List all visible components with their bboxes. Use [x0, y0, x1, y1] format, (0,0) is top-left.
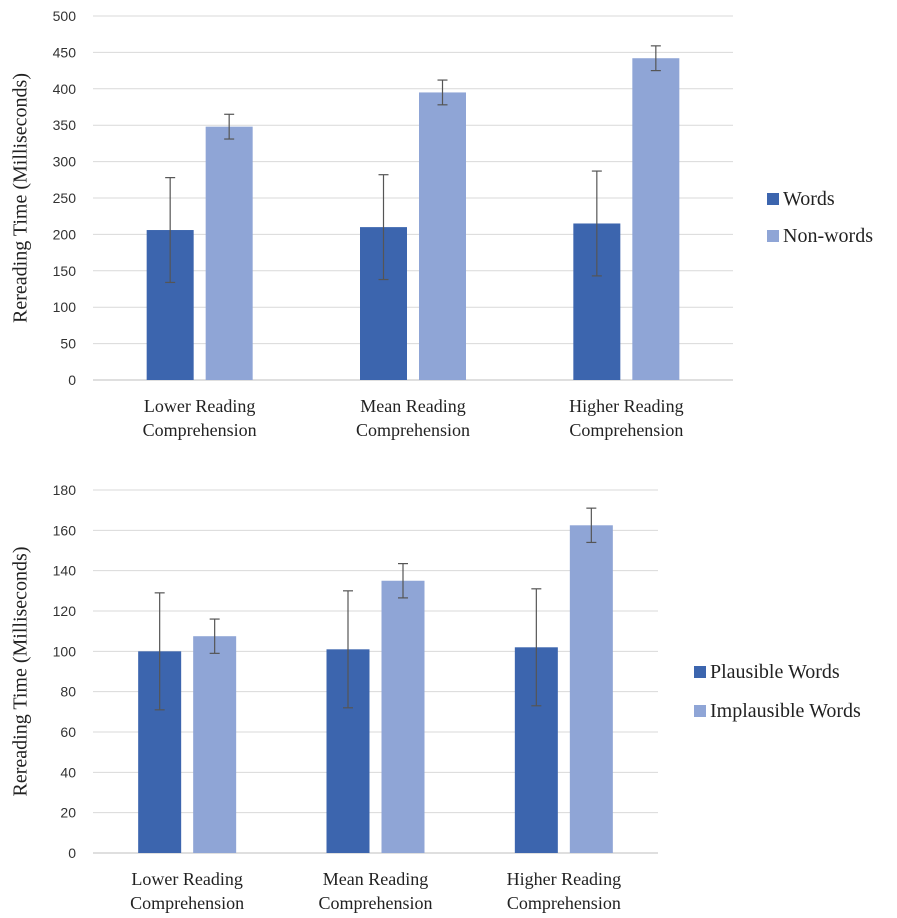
- legend-label: Implausible Words: [710, 700, 861, 722]
- y-tick-label: 60: [60, 724, 76, 740]
- y-tick-label: 0: [68, 845, 76, 861]
- x-tick-label: Higher Reading: [507, 869, 621, 889]
- y-tick-label: 160: [53, 522, 77, 538]
- x-tick-label: Mean Reading: [360, 396, 465, 416]
- y-tick-label: 140: [53, 563, 77, 579]
- legend-swatch: [694, 666, 706, 678]
- bar-implausible-words: [193, 636, 237, 853]
- y-tick-label: 450: [53, 44, 77, 60]
- y-tick-label: 180: [53, 482, 77, 498]
- legend-swatch: [767, 230, 779, 242]
- x-tick-label: Comprehension: [507, 893, 621, 913]
- bar-non-words: [632, 58, 680, 380]
- x-tick-label: Comprehension: [356, 420, 470, 440]
- legend-swatch: [694, 705, 706, 717]
- y-tick-label: 500: [53, 8, 77, 24]
- bar-non-words: [419, 92, 466, 380]
- legend-label: Plausible Words: [710, 661, 840, 683]
- y-axis-label: Rereading Time (Milliseconds): [10, 547, 32, 797]
- legend-label: Words: [783, 188, 835, 210]
- y-tick-label: 100: [53, 299, 77, 315]
- y-tick-label: 0: [68, 372, 76, 388]
- y-tick-label: 120: [53, 603, 77, 619]
- legend-label: Non-words: [783, 225, 873, 247]
- x-tick-label: Comprehension: [569, 420, 683, 440]
- legend-swatch: [767, 193, 779, 205]
- bar-implausible-words: [381, 580, 425, 853]
- x-tick-label: Lower Reading: [144, 396, 255, 416]
- y-axis-label: Rereading Time (Milliseconds): [10, 73, 32, 323]
- x-tick-label: Mean Reading: [323, 869, 428, 889]
- y-tick-label: 150: [53, 263, 77, 279]
- y-tick-label: 20: [60, 805, 76, 821]
- x-tick-label: Lower Reading: [131, 869, 242, 889]
- y-tick-label: 100: [53, 643, 77, 659]
- chart-2: 0 20 40 60 80 100 120 140 160 180 Rereading Time (…: [10, 482, 861, 913]
- x-tick-label: Comprehension: [143, 420, 257, 440]
- y-tick-label: 40: [60, 764, 76, 780]
- y-tick-label: 250: [53, 190, 77, 206]
- x-tick-label: Comprehension: [130, 893, 244, 913]
- bar-implausible-words: [569, 525, 613, 853]
- y-tick-label: 400: [53, 81, 77, 97]
- y-tick-label: 80: [60, 684, 76, 700]
- y-tick-label: 300: [53, 154, 77, 170]
- bar-non-words: [205, 126, 253, 380]
- x-tick-label: Comprehension: [319, 893, 433, 913]
- y-tick-label: 200: [53, 226, 77, 242]
- chart-1: 0 50 100 150 200 250 300 350 400 450 500 Rereading …: [10, 8, 874, 440]
- y-tick-label: 350: [53, 117, 77, 133]
- y-tick-label: 50: [60, 336, 76, 352]
- x-tick-label: Higher Reading: [569, 396, 683, 416]
